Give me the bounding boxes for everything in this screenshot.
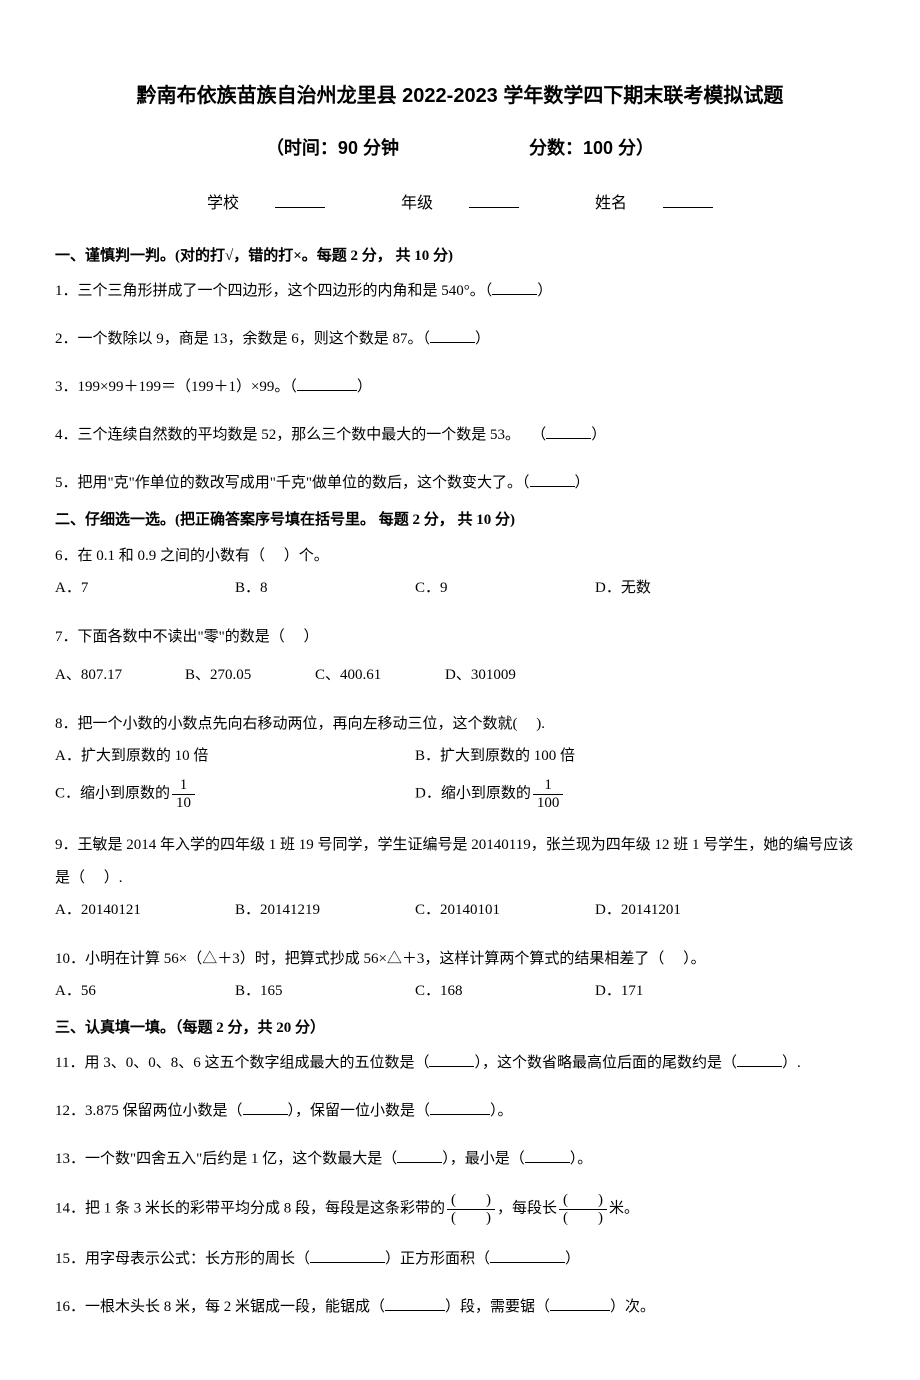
q6-option-d[interactable]: D．无数 bbox=[595, 573, 775, 603]
question-8: 8．把一个小数的小数点先向右移动两位，再向左移动三位，这个数就( ). A．扩大… bbox=[55, 708, 865, 811]
q8-option-a[interactable]: A．扩大到原数的 10 倍 bbox=[55, 741, 415, 771]
q15-blank-1[interactable] bbox=[310, 1248, 385, 1263]
grade-label: 年级 bbox=[401, 195, 433, 212]
question-14: 14．把 1 条 3 米长的彩带平均分成 8 段，每段是这条彩带的( )( )，… bbox=[55, 1192, 865, 1226]
q12-blank-1[interactable] bbox=[243, 1100, 288, 1115]
q6-option-c[interactable]: C．9 bbox=[415, 573, 595, 603]
section-3-header: 三、认真填一填。（每题 2 分，共 20 分） bbox=[55, 1016, 865, 1040]
page-title: 黔南布依族苗族自治州龙里县 2022-2023 学年数学四下期末联考模拟试题 bbox=[55, 80, 865, 112]
q9-option-b[interactable]: B．20141219 bbox=[235, 895, 415, 925]
grade-blank[interactable] bbox=[469, 192, 519, 208]
q8-option-b[interactable]: B．扩大到原数的 100 倍 bbox=[415, 741, 775, 771]
q10-option-c[interactable]: C．168 bbox=[415, 976, 595, 1006]
q6-option-a[interactable]: A．7 bbox=[55, 573, 235, 603]
q10-option-b[interactable]: B．165 bbox=[235, 976, 415, 1006]
question-4: 4．三个连续自然数的平均数是 52，那么三个数中最大的一个数是 53。 （） bbox=[55, 420, 865, 450]
question-15: 15．用字母表示公式：长方形的周长（）正方形面积（） bbox=[55, 1244, 865, 1274]
q15-blank-2[interactable] bbox=[490, 1248, 565, 1263]
q14-frac-1[interactable]: ( )( ) bbox=[447, 1192, 495, 1226]
q7-option-d[interactable]: D、301009 bbox=[445, 660, 555, 690]
q16-blank-2[interactable] bbox=[550, 1296, 610, 1311]
question-12: 12．3.875 保留两位小数是（），保留一位小数是（）。 bbox=[55, 1096, 865, 1126]
time-score-line: （时间：90 分钟 分数：100 分） bbox=[55, 134, 865, 163]
question-10: 10．小明在计算 56×（△＋3）时，把算式抄成 56×△＋3，这样计算两个算式… bbox=[55, 943, 865, 1006]
score-label: 分数：100 分） bbox=[529, 138, 654, 158]
question-6: 6．在 0.1 和 0.9 之间的小数有（ ）个。 A．7 B．8 C．9 D．… bbox=[55, 540, 865, 603]
question-13: 13．一个数"四舍五入"后约是 1 亿，这个数最大是（），最小是（）。 bbox=[55, 1144, 865, 1174]
q7-option-a[interactable]: A、807.17 bbox=[55, 660, 165, 690]
question-3: 3．199×99＋199＝（199＋1）×99。（） bbox=[55, 372, 865, 402]
q7-option-b[interactable]: B、270.05 bbox=[185, 660, 295, 690]
question-5: 5．把用"克"作单位的数改写成用"千克"做单位的数后，这个数变大了。（） bbox=[55, 468, 865, 498]
time-label: （时间：90 分钟 bbox=[266, 138, 399, 158]
school-label: 学校 bbox=[207, 195, 239, 212]
question-2: 2．一个数除以 9，商是 13，余数是 6，则这个数是 87。（） bbox=[55, 324, 865, 354]
q13-blank-2[interactable] bbox=[525, 1148, 570, 1163]
question-11: 11．用 3、0、0、8、6 这五个数字组成最大的五位数是（），这个数省略最高位… bbox=[55, 1048, 865, 1078]
q9-option-d[interactable]: D．20141201 bbox=[595, 895, 775, 925]
section-1-header: 一、谨慎判一判。(对的打√，错的打×。每题 2 分， 共 10 分) bbox=[55, 244, 865, 268]
question-7: 7．下面各数中不读出"零"的数是（ ） A、807.17 B、270.05 C、… bbox=[55, 621, 865, 690]
q16-blank-1[interactable] bbox=[385, 1296, 445, 1311]
school-blank[interactable] bbox=[275, 192, 325, 208]
section-2-header: 二、仔细选一选。(把正确答案序号填在括号里。 每题 2 分， 共 10 分) bbox=[55, 508, 865, 532]
name-blank[interactable] bbox=[663, 192, 713, 208]
q9-option-c[interactable]: C．20140101 bbox=[415, 895, 595, 925]
q10-option-a[interactable]: A．56 bbox=[55, 976, 235, 1006]
q3-blank[interactable] bbox=[297, 376, 357, 391]
q11-blank-1[interactable] bbox=[429, 1052, 474, 1067]
q2-blank[interactable] bbox=[430, 328, 475, 343]
q14-frac-2[interactable]: ( )( ) bbox=[559, 1192, 607, 1226]
q12-blank-2[interactable] bbox=[430, 1100, 490, 1115]
q8-option-d[interactable]: D．缩小到原数的1100 bbox=[415, 777, 775, 811]
q9-option-a[interactable]: A．20140121 bbox=[55, 895, 235, 925]
q6-option-b[interactable]: B．8 bbox=[235, 573, 415, 603]
student-info-line: 学校 年级 姓名 bbox=[55, 191, 865, 217]
question-16: 16．一根木头长 8 米，每 2 米锯成一段，能锯成（）段，需要锯（）次。 bbox=[55, 1292, 865, 1322]
q1-blank[interactable] bbox=[492, 280, 537, 295]
question-9: 9．王敏是 2014 年入学的四年级 1 班 19 号同学，学生证编号是 201… bbox=[55, 829, 865, 925]
q4-blank[interactable] bbox=[546, 424, 591, 439]
name-label: 姓名 bbox=[595, 195, 627, 212]
q5-blank[interactable] bbox=[530, 472, 575, 487]
q8-option-c[interactable]: C．缩小到原数的110 bbox=[55, 777, 415, 811]
q7-option-c[interactable]: C、400.61 bbox=[315, 660, 425, 690]
q13-blank-1[interactable] bbox=[397, 1148, 442, 1163]
question-1: 1．三个三角形拼成了一个四边形，这个四边形的内角和是 540°。（） bbox=[55, 276, 865, 306]
q10-option-d[interactable]: D．171 bbox=[595, 976, 775, 1006]
q11-blank-2[interactable] bbox=[737, 1052, 782, 1067]
